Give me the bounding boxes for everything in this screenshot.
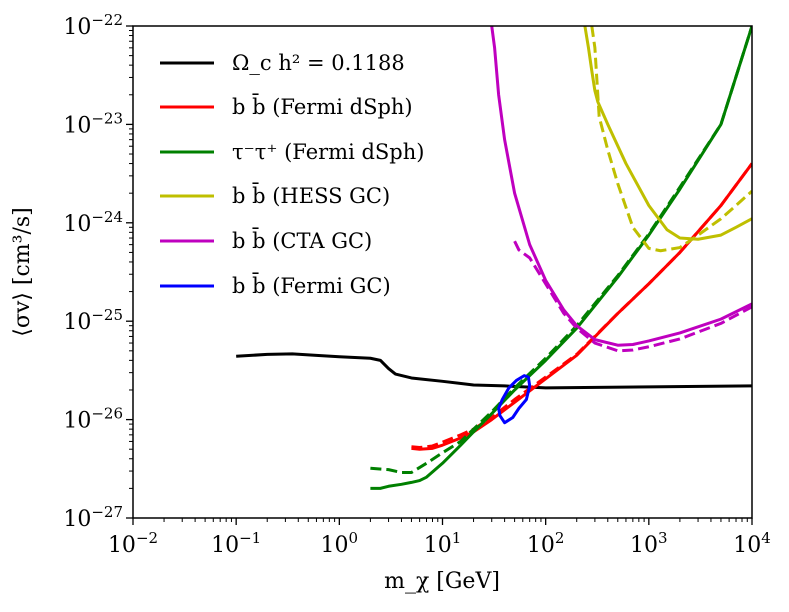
series-line-6-dashed	[590, 26, 752, 253]
legend-label-bb-fermi-gc: b b̄ (Fermi GC)	[232, 272, 391, 298]
y-tick-label: 10−22	[63, 11, 123, 40]
x-tick-label: 101	[424, 529, 462, 558]
legend-label-bb-fermi-dsph: b b̄ (Fermi dSph)	[232, 93, 413, 119]
x-axis-title: m_χ [GeV]	[384, 569, 500, 594]
y-tick-label: 10−26	[63, 405, 123, 434]
series-line-1	[411, 162, 752, 451]
series-line-3	[370, 26, 752, 490]
x-tick-label: 103	[630, 529, 668, 558]
y-tick-label: 10−27	[63, 503, 123, 532]
x-tick-label: 100	[321, 529, 359, 558]
series-line-9	[497, 374, 532, 425]
x-tick-label: 102	[527, 529, 565, 558]
series-line-7	[490, 26, 752, 347]
x-tick-label: 10−2	[108, 529, 158, 558]
x-tick-label: 10−1	[211, 529, 261, 558]
x-tick-label: 104	[733, 529, 771, 558]
legend-label-bb-hess-gc: b b̄ (HESS GC)	[232, 182, 390, 208]
y-tick-label: 10−24	[63, 208, 123, 237]
series-line-2-dashed	[411, 162, 752, 450]
legend-label-bb-cta-gc: b b̄ (CTA GC)	[232, 227, 372, 253]
legend-label-tautau-fermi-dsph: τ⁻τ⁺ (Fermi dSph)	[232, 140, 424, 164]
legend-label-relic: Ω_c h² = 0.1188	[232, 51, 405, 75]
series-line-4-dashed	[370, 26, 752, 474]
series-line-0	[236, 352, 752, 390]
y-tick-label: 10−23	[63, 109, 123, 138]
series-layer	[236, 26, 752, 490]
legend: Ω_c h² = 0.1188 b b̄ (Fermi dSph) τ⁻τ⁺ (…	[160, 51, 424, 298]
ticks-layer: 10−2 10−1 100 101 102 103 104 10−27 10−26 10−25 10…	[63, 11, 770, 558]
series-line-5	[583, 26, 752, 241]
y-tick-label: 10−25	[63, 306, 123, 335]
y-axis-title: ⟨σv⟩ [cm³/s]	[10, 207, 35, 336]
series-line-8-dashed	[513, 240, 752, 353]
